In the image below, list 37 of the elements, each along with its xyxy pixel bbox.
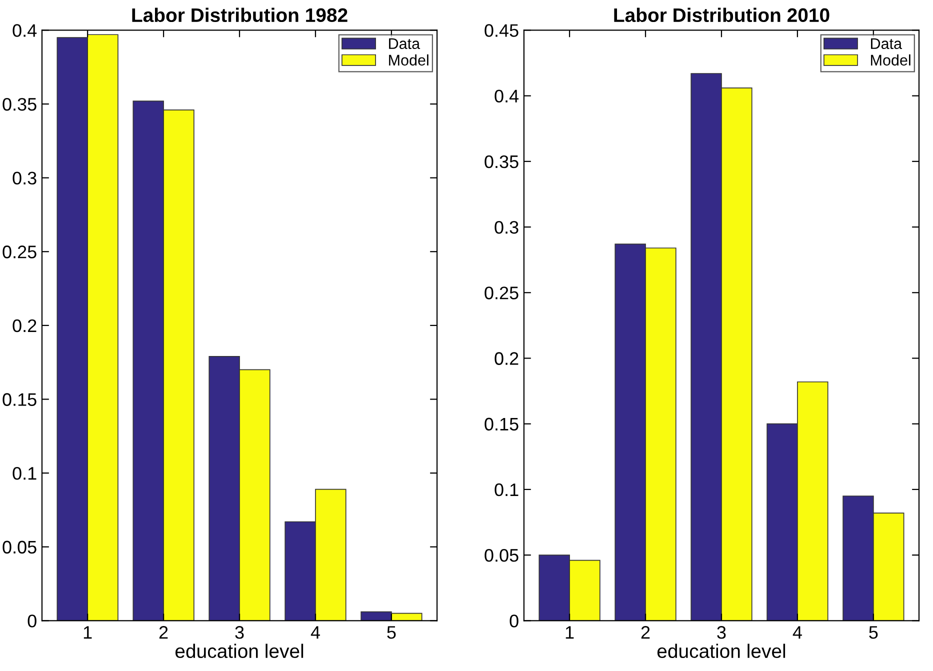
y-tick-label: 0.05 <box>484 549 518 562</box>
y-tick-label: 0 <box>510 614 518 628</box>
y-tick-label: 0.15 <box>2 393 36 406</box>
text: Data <box>871 38 902 50</box>
y-tick-label: 0.25 <box>2 246 36 258</box>
x-tick-label: 2 <box>159 626 168 639</box>
x-tick-label: 3 <box>235 626 244 639</box>
x-axis-title: education level <box>657 644 786 658</box>
y-tick-label: 0.35 <box>484 155 518 168</box>
y-tick-label: 0.3 <box>12 172 36 185</box>
y-tick-label: 0.05 <box>2 540 36 554</box>
x-tick-label: 4 <box>792 626 802 639</box>
legend-label: Model <box>871 54 910 66</box>
text: Data <box>389 38 420 50</box>
y-tick-label: 0.1 <box>494 483 518 496</box>
y-tick-label: 0.15 <box>484 418 518 431</box>
y-tick-label: 0.2 <box>494 352 518 365</box>
x-tick-label: 5 <box>869 626 878 639</box>
x-tick-label: 1 <box>566 626 574 639</box>
y-tick-label: 0.2 <box>12 319 36 332</box>
x-axis-title: education level <box>175 644 304 658</box>
x-tick-label: 5 <box>387 626 396 639</box>
x-tick-label: 4 <box>310 626 320 639</box>
y-tick-label: 0.25 <box>484 286 518 300</box>
chart-title: Labor Distribution 2010 <box>614 8 830 22</box>
x-tick-label: 3 <box>717 626 726 639</box>
y-tick-label: 0.35 <box>2 98 36 111</box>
y-tick-label: 0.45 <box>484 24 518 37</box>
y-tick-label: 0.1 <box>12 466 36 480</box>
x-tick-label: 2 <box>641 626 650 639</box>
y-tick-label: 0.4 <box>494 90 519 103</box>
legend-label: Model <box>389 54 428 66</box>
y-tick-label: 0.3 <box>494 220 518 234</box>
y-tick-label: 0 <box>28 614 36 628</box>
x-tick-label: 1 <box>84 626 92 639</box>
y-tick-label: 0.4 <box>12 24 37 37</box>
chart-title: Labor Distribution 1982 <box>132 8 348 22</box>
